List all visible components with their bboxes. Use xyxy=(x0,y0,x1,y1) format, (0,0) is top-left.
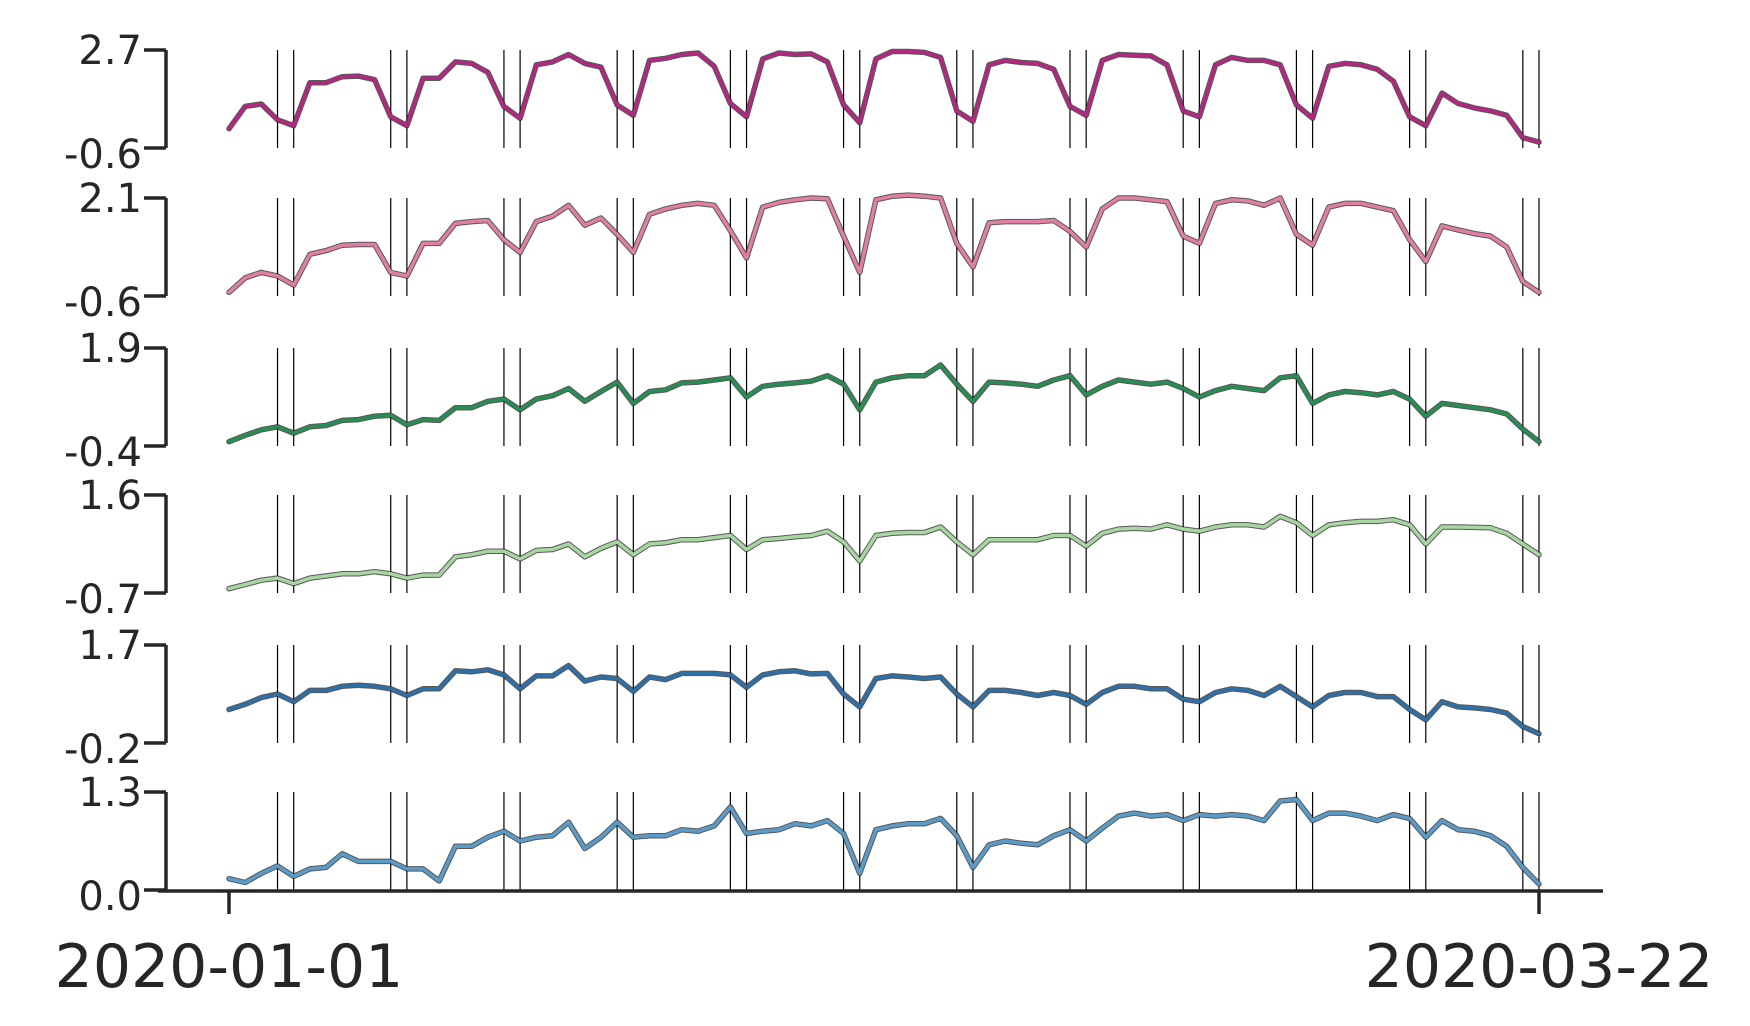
panel-3: 1.9 -0.4 xyxy=(64,326,1542,476)
y-tick-label-3-bottom: -0.4 xyxy=(64,430,142,476)
panel-2: 2.1 -0.6 xyxy=(64,176,1542,326)
y-tick-label-1-top: 2.7 xyxy=(78,28,142,74)
y-tick-label-1-bottom: -0.6 xyxy=(64,132,142,178)
y-tick-label-2-bottom: -0.6 xyxy=(64,280,142,326)
series-line-2 xyxy=(227,193,1541,295)
series-line-4 xyxy=(227,514,1541,591)
series-line-3 xyxy=(227,363,1541,444)
panel-1: 2.7 -0.6 xyxy=(64,28,1542,178)
series-line-1 xyxy=(227,49,1541,144)
panels: 2.7-0.62.1-0.61.9-0.41.6-0.71.7-0.21.30.… xyxy=(64,28,1542,920)
y-tick-label-4-top: 1.6 xyxy=(78,473,142,519)
y-tick-label-5-top: 1.7 xyxy=(78,623,142,669)
y-tick-label-4-bottom: -0.7 xyxy=(64,577,142,623)
x-axis: 2020-01-01 2020-03-22 xyxy=(55,889,1714,1002)
x-tick-label-start: 2020-01-01 xyxy=(55,932,404,1002)
panel-5: 1.7 -0.2 xyxy=(64,623,1542,773)
y-tick-label-5-bottom: -0.2 xyxy=(64,727,142,773)
series-outline-4 xyxy=(226,513,1542,592)
x-tick-label-end: 2020-03-22 xyxy=(1365,932,1714,1002)
y-tick-label-6-top: 1.3 xyxy=(78,770,142,816)
panel-6: 1.3 0.0 xyxy=(78,770,1542,920)
series-line-5 xyxy=(227,663,1541,736)
series-outline-3 xyxy=(226,362,1542,445)
y-tick-label-2-top: 2.1 xyxy=(78,176,142,222)
y-tick-label-6-bottom: 0.0 xyxy=(78,874,142,920)
panel-4: 1.6 -0.7 xyxy=(64,473,1542,623)
series-line-6 xyxy=(227,797,1541,886)
y-tick-label-3-top: 1.9 xyxy=(78,326,142,372)
